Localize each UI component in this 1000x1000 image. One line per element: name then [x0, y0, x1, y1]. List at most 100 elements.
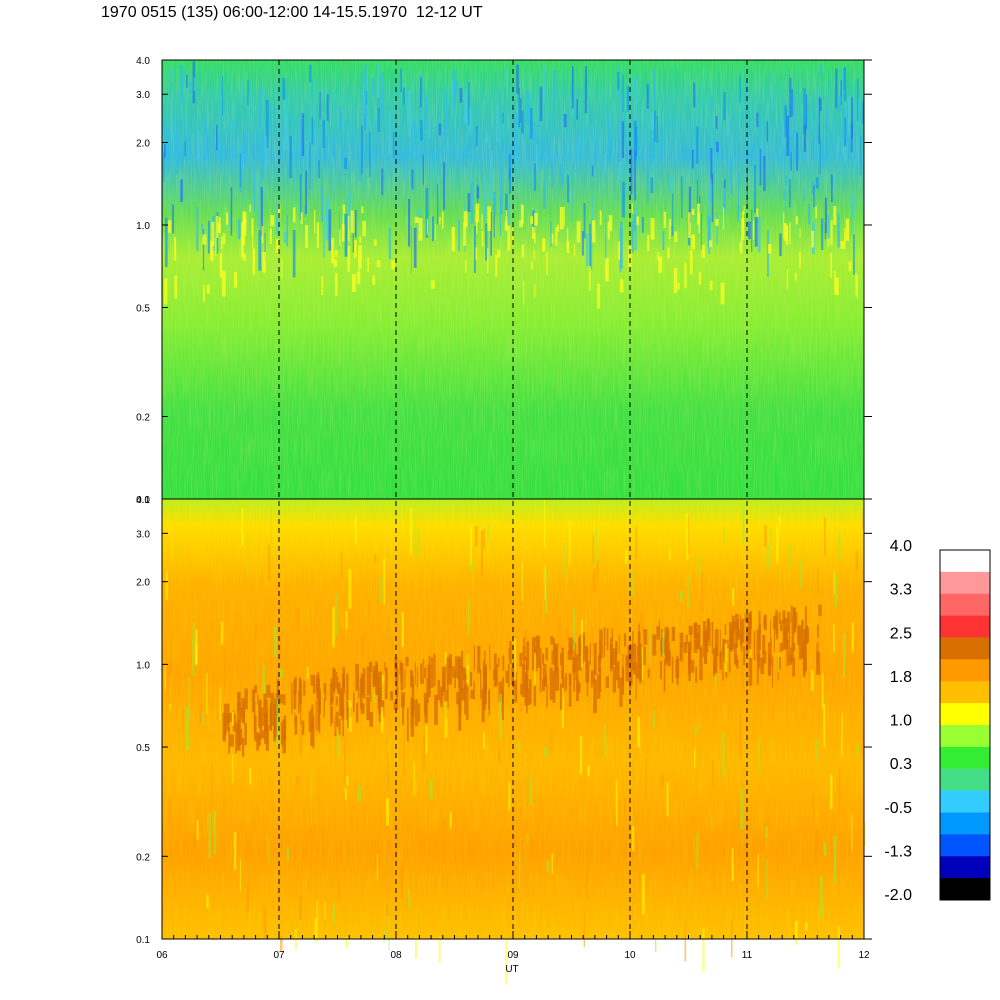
panel-bottom-streak — [765, 826, 768, 839]
panel-top-streak — [851, 97, 853, 139]
panel-top-yellow-patch — [789, 222, 791, 244]
panel-bottom-band — [520, 684, 523, 695]
panel-bottom-streak — [631, 571, 634, 596]
panel-bottom-band — [567, 650, 571, 661]
panel-bottom-streak — [315, 697, 319, 737]
panel-bottom-band — [241, 737, 245, 757]
panel-bottom-streak — [568, 520, 571, 565]
panel-bottom-band — [546, 685, 548, 708]
panel-bottom-streak — [508, 781, 511, 811]
panel-bottom-band — [253, 701, 256, 734]
panel-bottom-band — [542, 679, 545, 691]
panel-top-streak — [319, 92, 321, 120]
panel-bottom-band — [593, 660, 595, 683]
panel-bottom-band — [612, 667, 616, 693]
panel-bottom-band — [787, 611, 791, 633]
panel-top-streak — [852, 196, 855, 217]
panel-bottom-streak — [360, 634, 364, 657]
panel-bottom-band — [732, 615, 735, 649]
panel-top-streak — [862, 101, 864, 124]
panel-bottom-streak — [317, 769, 319, 813]
panel-top-yellow-patch — [795, 272, 797, 281]
panel-bottom-band — [605, 676, 609, 688]
panel-bottom-band — [431, 657, 434, 688]
panel-top-streak — [563, 113, 567, 128]
panel-top-yellow-patch — [426, 218, 429, 235]
colorbar-segment — [940, 834, 990, 857]
panel-bottom-band — [434, 694, 438, 725]
panel-top-streak — [197, 129, 200, 159]
panel-bottom-band — [625, 655, 630, 682]
panel-bottom-streak — [563, 542, 565, 578]
panel-bottom-band — [300, 692, 302, 725]
panel-bottom-streak — [686, 513, 689, 561]
panel-top-yellow-patch — [481, 213, 483, 230]
panel-top-yellow-patch — [628, 245, 632, 268]
panel-top-streak — [170, 67, 173, 82]
panel-top-yellow-patch — [830, 219, 833, 246]
panel-bottom-band — [737, 618, 739, 637]
panel-bottom-band — [747, 617, 752, 645]
panel-top-streak — [748, 221, 751, 239]
panel-bottom-band — [482, 683, 486, 711]
panel-top-streak — [577, 84, 579, 107]
panel-top-streak — [590, 221, 592, 254]
panel-bottom-band — [480, 669, 482, 700]
panel-bottom-streak — [521, 562, 523, 601]
panel-top-streak — [284, 113, 287, 150]
panel-bottom-band — [772, 615, 777, 629]
panel-bottom-streak — [805, 922, 808, 931]
panel-bottom-band — [536, 653, 538, 672]
panel-bottom-streak — [276, 698, 280, 746]
panel-top-yellow-patch — [487, 206, 491, 231]
panel-bottom-band — [724, 623, 727, 635]
panel-bottom-band — [416, 667, 418, 688]
panel-top-yellow-patch — [840, 240, 844, 249]
panel-top-yellow-patch — [495, 255, 498, 277]
panel-bottom-streak — [649, 627, 651, 665]
panel-bottom-band — [331, 693, 334, 703]
panel-bottom-band — [618, 634, 620, 654]
panel-bottom-streak — [635, 525, 637, 560]
panel-top-yellow-patch — [521, 244, 525, 258]
panel-bottom-streak — [819, 612, 821, 653]
panel-top-yellow-patch — [574, 244, 576, 257]
panel-bottom-streak — [388, 905, 390, 951]
panel-bottom-streak — [255, 623, 258, 638]
panel-bottom-band — [417, 703, 421, 722]
panel-bottom-streak — [296, 776, 299, 786]
panel-top-yellow-patch — [741, 218, 745, 240]
panel-bottom-band — [790, 605, 793, 623]
panel-top-streak — [533, 122, 536, 160]
panel-top-streak — [432, 216, 434, 242]
panel-bottom-band — [619, 677, 623, 707]
panel-top-yellow-patch — [475, 247, 477, 261]
panel-bottom-streak — [714, 672, 717, 685]
panel-top-streak — [621, 182, 625, 218]
panel-bottom-streak — [425, 725, 428, 754]
panel-top-yellow-patch — [691, 234, 695, 250]
panel-top-yellow-patch — [720, 282, 725, 305]
panel-top-streak — [170, 91, 173, 141]
panel-bottom-streak — [343, 736, 346, 783]
panel-top-streak — [654, 110, 656, 143]
panel-top-yellow-patch — [252, 248, 256, 275]
panel-bottom-band — [690, 660, 695, 673]
panel-top-streak — [824, 222, 827, 240]
panel-bottom-streak — [815, 739, 818, 762]
panel-bottom-band — [758, 624, 761, 651]
panel-top-streak — [323, 215, 325, 258]
panel-top-streak — [413, 227, 417, 268]
panel-bottom-streak — [314, 918, 317, 943]
panel-bottom-streak — [572, 644, 576, 658]
panel-top-yellow-patch — [216, 216, 219, 238]
panel-bottom-streak — [344, 788, 348, 800]
panel-bottom-band — [390, 691, 394, 701]
panel-bottom-streak — [731, 848, 734, 881]
panel-top-yellow-patch — [270, 215, 275, 227]
panel-bottom-band — [483, 664, 487, 689]
panel-bottom-band — [338, 718, 341, 736]
colorbar-label: 3.3 — [890, 582, 912, 599]
panel-bottom-streak — [696, 832, 699, 869]
panel-top-streak — [513, 115, 515, 148]
